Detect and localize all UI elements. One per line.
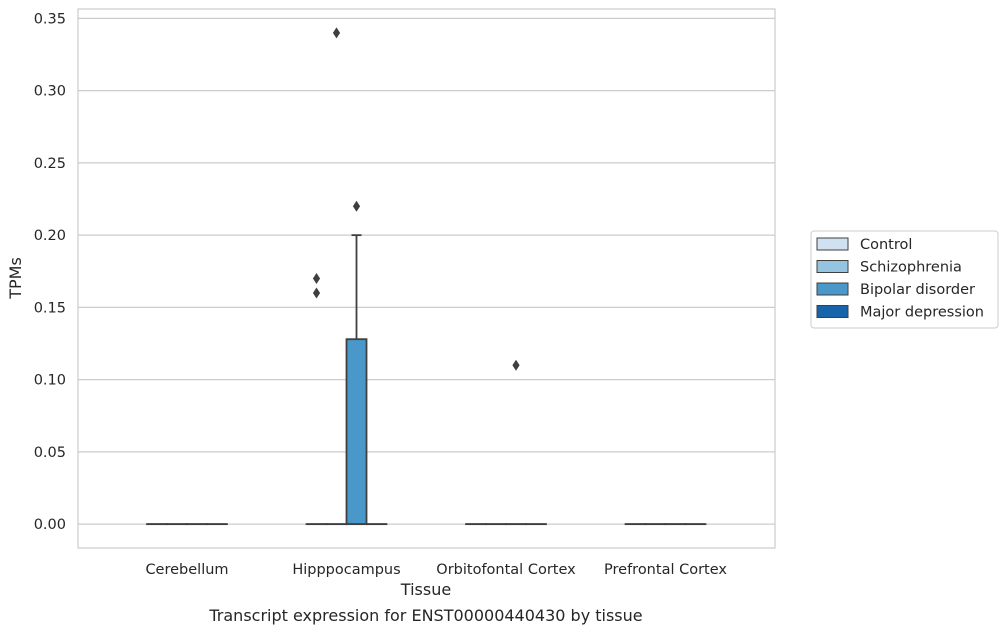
y-tick-label: 0.05 — [34, 445, 66, 461]
x-tick-label: Hipppocampus — [292, 562, 400, 578]
legend-label: Schizophrenia — [860, 260, 962, 276]
box-group — [325, 27, 348, 526]
box-group — [505, 359, 527, 526]
box-group — [305, 273, 328, 526]
box-group — [345, 200, 368, 526]
legend-swatch — [816, 282, 849, 296]
y-tick-label: 0.20 — [34, 228, 66, 244]
legend-label: Bipolar disorder — [860, 282, 975, 298]
x-axis-label: Tissue — [400, 580, 451, 599]
y-tick-label: 0.35 — [34, 11, 66, 27]
y-tick-label: 0.15 — [34, 300, 66, 316]
outlier-point — [352, 200, 361, 212]
y-tick-label: 0.30 — [34, 84, 66, 100]
y-tick-label: 0.25 — [34, 156, 66, 172]
legend-label: Major depression — [860, 305, 984, 321]
legend-label: Control — [860, 237, 912, 253]
outlier-point — [312, 287, 321, 299]
x-tick-labels: Cerebellum Hipppocampus Orbitofontal Corte… — [145, 562, 727, 578]
legend-frame — [810, 230, 999, 329]
x-tick-label: Cerebellum — [145, 562, 228, 578]
y-axis-label: TPMs — [6, 257, 25, 300]
box — [345, 338, 368, 526]
outlier-point — [312, 273, 321, 284]
y-tick-labels: 0.00 0.05 0.10 0.15 0.20 0.25 0.30 0.35 — [34, 11, 66, 533]
plot-marks — [146, 27, 707, 526]
legend-swatch — [816, 260, 849, 273]
legend: Control Schizophrenia Bipolar disorder Majo… — [810, 230, 999, 329]
x-tick-label: Orbitofontal Cortex — [436, 562, 576, 578]
outlier-point — [332, 27, 341, 39]
gridlines — [78, 17, 775, 525]
y-tick-label: 0.00 — [34, 517, 66, 533]
chart-caption: Transcript expression for ENST0000044043… — [208, 606, 642, 625]
plot-frame — [77, 8, 776, 549]
x-tick-label: Prefrontal Cortex — [604, 562, 727, 578]
y-tick-label: 0.10 — [34, 373, 66, 389]
legend-swatch — [816, 237, 849, 251]
legend-swatch — [816, 305, 849, 318]
outlier-point — [512, 359, 520, 371]
